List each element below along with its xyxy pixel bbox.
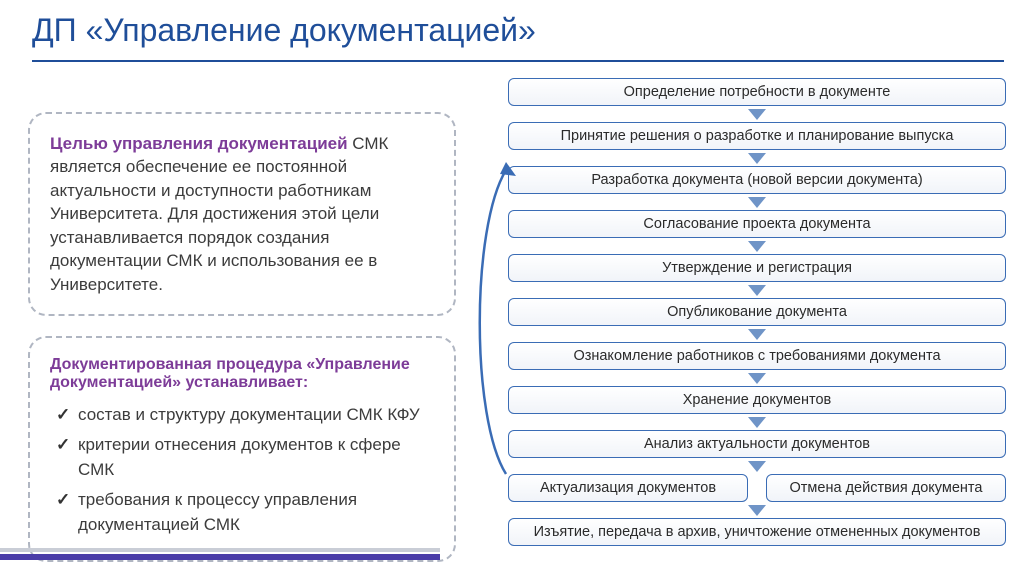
flowchart: Определение потребности в документе Прин… [508, 78, 1006, 546]
procedure-box: Документированная процедура «Управление … [28, 336, 456, 562]
goal-box: Целью управления документацией СМК являе… [28, 112, 456, 316]
flow-arrow [508, 194, 1006, 210]
flow-arrow [508, 238, 1006, 254]
title-underline [32, 60, 1004, 62]
goal-lead: Целью управления документацией [50, 134, 348, 153]
flow-arrow [508, 106, 1006, 122]
flow-arrow [508, 370, 1006, 386]
flow-step-right: Отмена действия документа [766, 474, 1006, 502]
flow-step: Согласование проекта документа [508, 210, 1006, 238]
flow-step: Определение потребности в документе [508, 78, 1006, 106]
page-title: ДП «Управление документацией» [32, 12, 536, 49]
list-item: требования к процессу управления докумен… [54, 487, 434, 538]
flow-arrow [508, 326, 1006, 342]
flow-step: Ознакомление работников с требованиями д… [508, 342, 1006, 370]
goal-text: Целью управления документацией СМК являе… [50, 132, 434, 296]
flow-arrow [508, 502, 1006, 518]
list-item: критерии отнесения документов к сфере СМ… [54, 432, 434, 483]
flow-step: Анализ актуальности документов [508, 430, 1006, 458]
goal-rest: СМК является обеспечение ее постоянной а… [50, 134, 388, 294]
flow-split: Актуализация документов Отмена действия … [508, 474, 1006, 502]
flow-arrow [508, 458, 1006, 474]
flow-step: Разработка документа (новой версии докум… [508, 166, 1006, 194]
procedure-lead: Документированная процедура «Управление … [50, 356, 434, 392]
flow-arrow [508, 414, 1006, 430]
flow-step: Опубликование документа [508, 298, 1006, 326]
flow-step-left: Актуализация документов [508, 474, 748, 502]
flow-step: Принятие решения о разработке и планиров… [508, 122, 1006, 150]
procedure-list: состав и структуру документации СМК КФУ … [50, 402, 434, 538]
flow-step-final: Изъятие, передача в архив, уничтожение о… [508, 518, 1006, 546]
footer-accent [0, 548, 440, 560]
flow-arrow [508, 282, 1006, 298]
feedback-arrow [466, 158, 526, 482]
flow-step: Хранение документов [508, 386, 1006, 414]
flow-step: Утверждение и регистрация [508, 254, 1006, 282]
list-item: состав и структуру документации СМК КФУ [54, 402, 434, 428]
flow-arrow [508, 150, 1006, 166]
